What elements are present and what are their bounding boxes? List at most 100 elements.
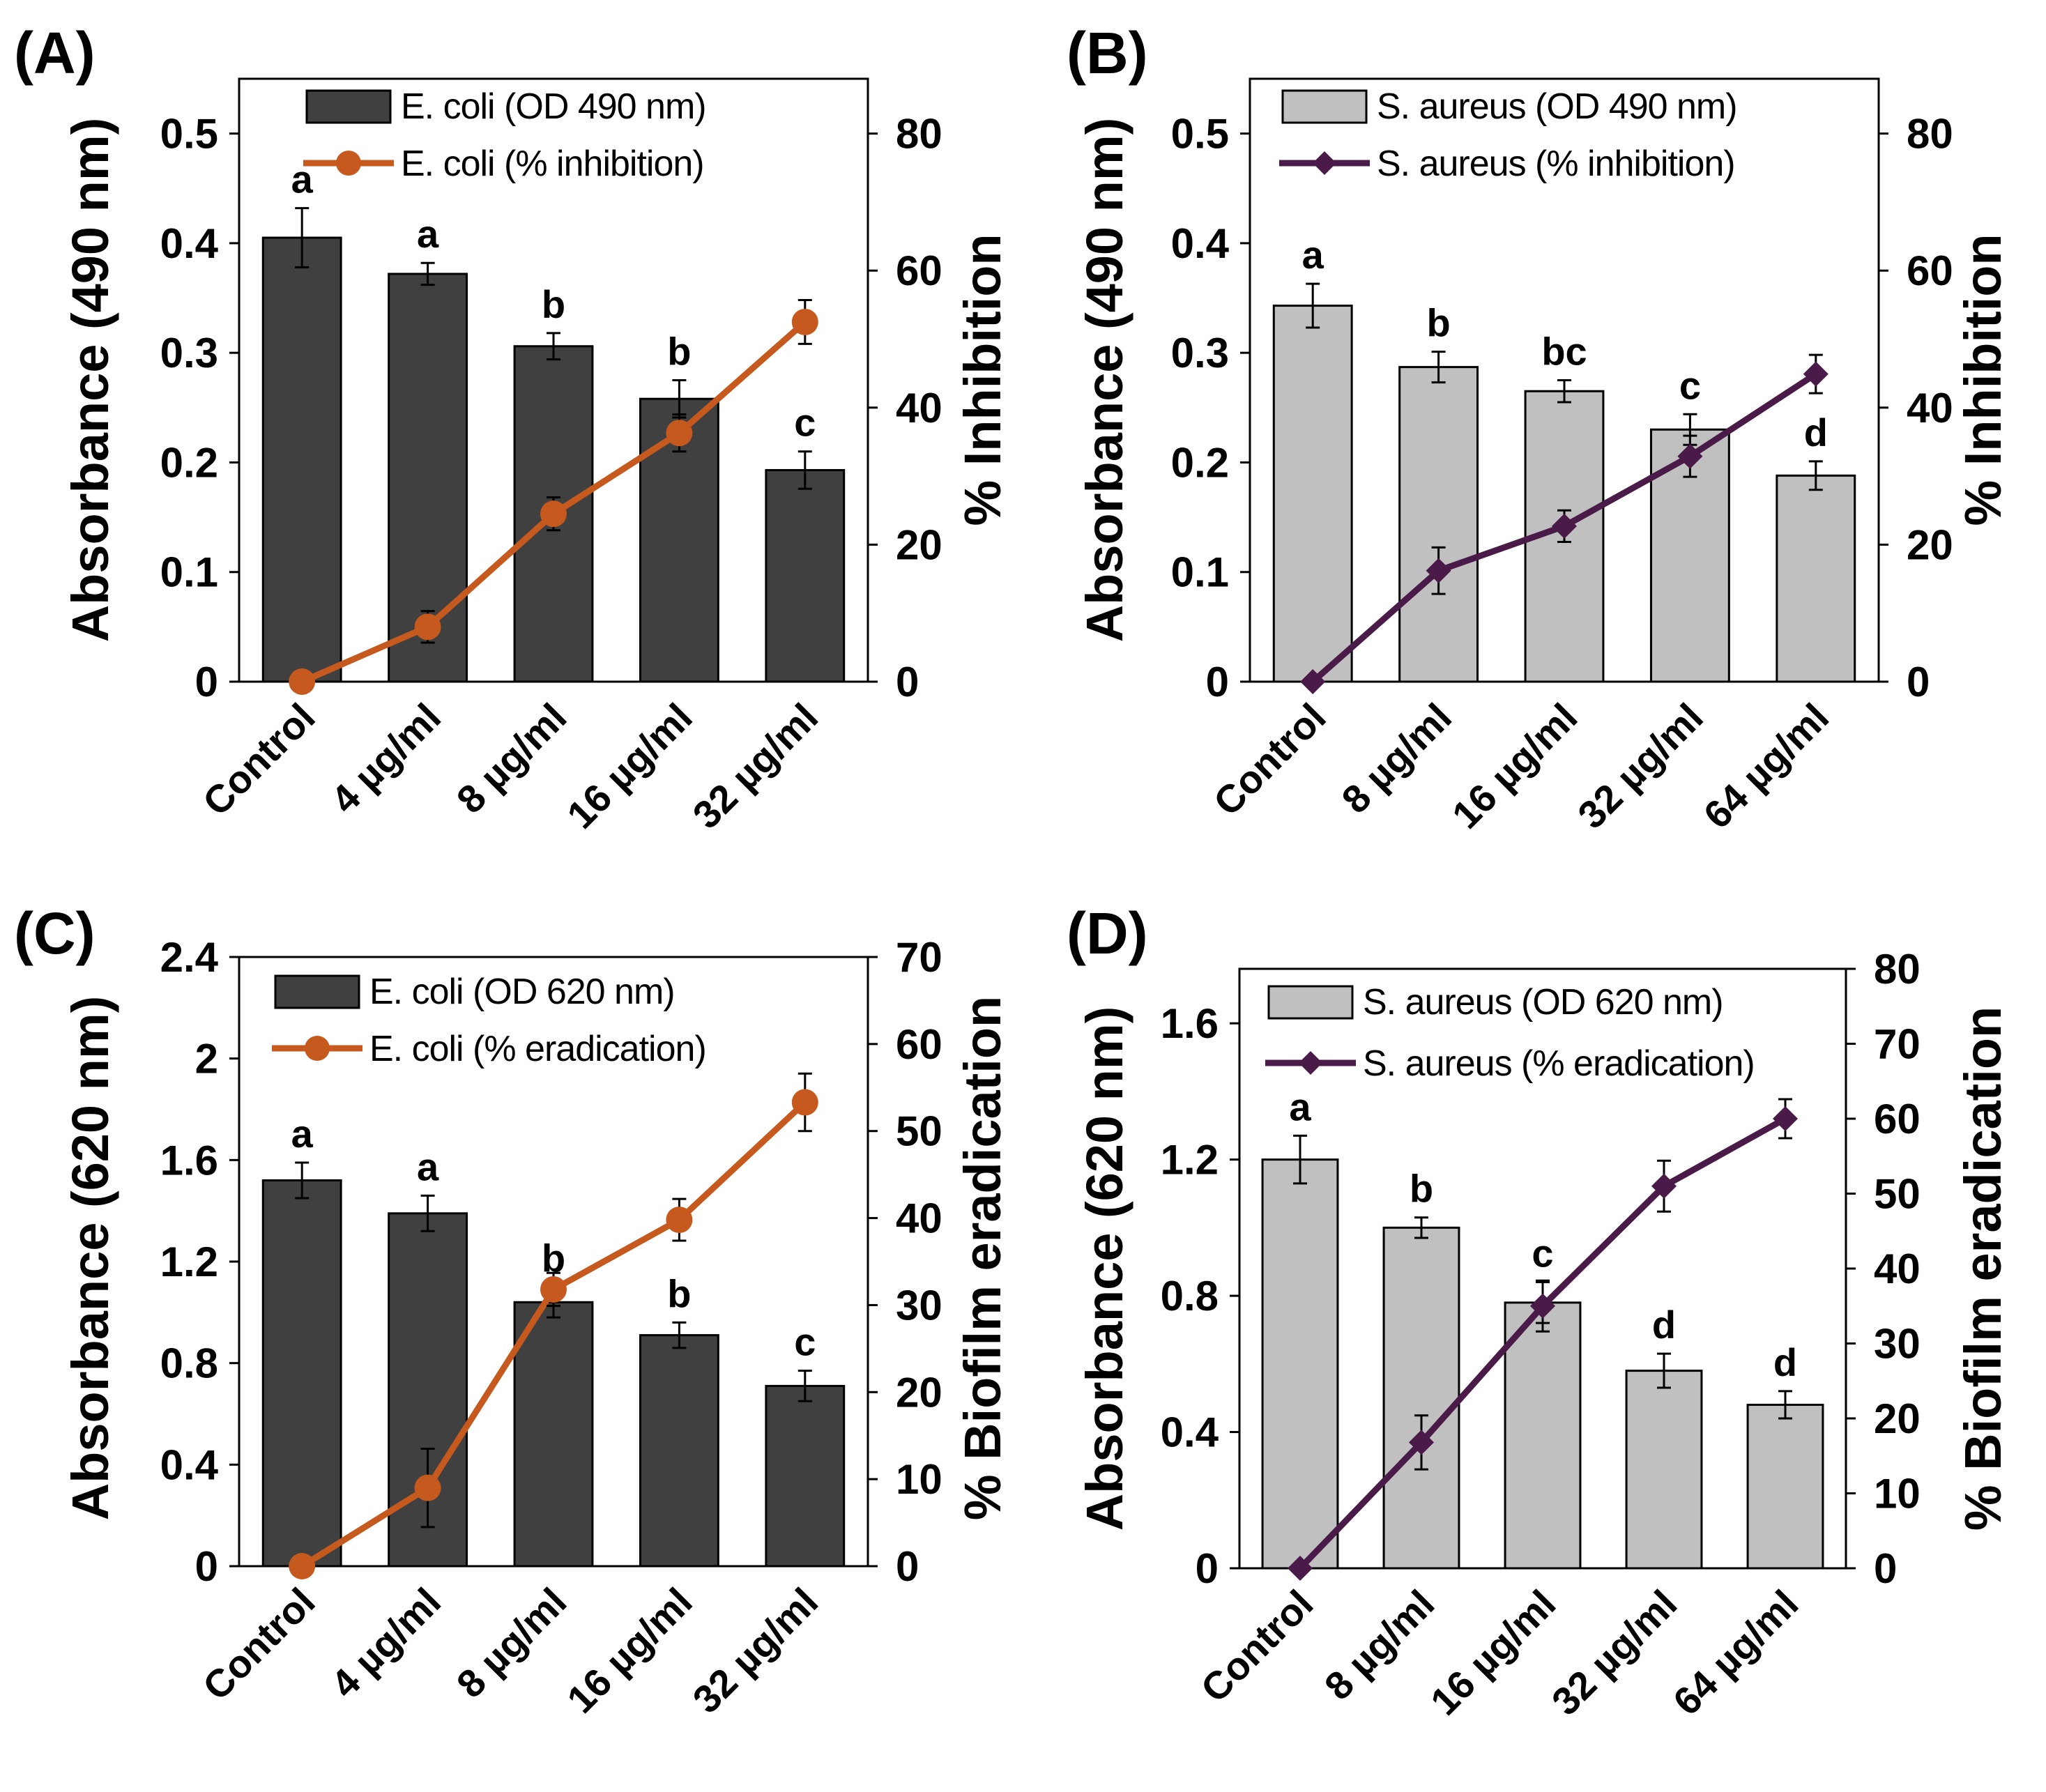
y2-tick-label: 40 — [1907, 385, 1953, 431]
category-label: Control — [1205, 695, 1334, 824]
y2-tick-label: 10 — [896, 1456, 942, 1503]
line-point — [1773, 1106, 1798, 1131]
y-tick-label: 0.2 — [160, 439, 218, 486]
y-tick-label: 0.4 — [1171, 220, 1230, 267]
significance-label: a — [417, 1144, 439, 1188]
y-tick-label: 2 — [195, 1036, 218, 1082]
bar — [1746, 1403, 1824, 1570]
y-tick-label: 0 — [195, 659, 218, 705]
significance-label: b — [667, 330, 691, 374]
y-tick-label: 0.1 — [1171, 549, 1229, 596]
category-label: 4 µg/ml — [322, 695, 449, 822]
y-tick-label: 0.3 — [1171, 330, 1229, 376]
significance-label: c — [794, 401, 816, 445]
significance-label: bc — [1541, 330, 1587, 374]
y2-tick-label: 60 — [896, 1021, 942, 1068]
y-axis-title: Absorbance (620 nm) — [61, 996, 119, 1521]
line-point — [1530, 1293, 1555, 1319]
y-tick-label: 0.8 — [1161, 1273, 1219, 1319]
category-label: Control — [194, 695, 323, 824]
y-axis-title: Absorbance (620 nm) — [1076, 1006, 1133, 1531]
panel-label: (D) — [1067, 901, 1148, 966]
y2-tick-label: 60 — [1874, 1096, 1921, 1142]
significance-label: a — [417, 212, 439, 256]
category-label: 64 µg/ml — [1695, 695, 1837, 837]
bar — [1776, 474, 1856, 683]
significance-label: c — [794, 1320, 816, 1364]
panel-label: (B) — [1067, 20, 1148, 86]
line-point — [791, 308, 818, 335]
line-point — [1409, 1430, 1434, 1455]
line-point — [540, 1276, 567, 1303]
y-tick-label: 0.8 — [160, 1340, 218, 1387]
legend-label: S. aureus (OD 620 nm) — [1363, 982, 1723, 1023]
category-label: Control — [1192, 1582, 1321, 1710]
line-point — [1552, 513, 1577, 539]
line-point — [791, 1089, 818, 1116]
legend-bar-swatch — [1281, 89, 1368, 124]
y-tick-label: 0.5 — [160, 111, 218, 158]
significance-label: a — [1289, 1085, 1311, 1128]
category-label: 16 µg/ml — [558, 1579, 701, 1722]
y2-tick-label: 20 — [1907, 521, 1953, 568]
y-axis-title: Absorbance (490 nm) — [1076, 118, 1133, 643]
y2-tick-label: 70 — [896, 934, 942, 981]
chart-panel-2: (C) 0 0.4 0.8 1.2 1.6 2 2.4 0 10 20 30 40 50 60 70 Absor… — [14, 901, 1011, 1722]
category-label: 8 µg/ml — [448, 1579, 575, 1706]
significance-label: d — [1804, 411, 1828, 454]
chart-panel-0: (A) 0 0.1 0.2 0.3 0.4 0.5 0 20 40 60 80 Absorbance (… — [14, 20, 1011, 837]
legend: E. coli (OD 620 nm) E. coli (% eradicatio… — [272, 972, 707, 1069]
line-point — [414, 613, 441, 641]
y2-tick-label: 40 — [896, 1195, 942, 1242]
y-tick-label: 2.4 — [160, 934, 219, 981]
y-axis-title: Absorbance (490 nm) — [61, 118, 119, 643]
y2-axis-title: % Inhibition — [1954, 233, 2012, 526]
bar — [1382, 1226, 1460, 1570]
category-label: 8 µg/ml — [1316, 1582, 1443, 1708]
y2-tick-label: 50 — [1874, 1171, 1921, 1218]
category-label: 8 µg/ml — [1333, 695, 1460, 822]
y-tick-label: 0 — [1196, 1545, 1219, 1592]
legend-label: S. aureus (OD 490 nm) — [1377, 86, 1737, 127]
category-label: 16 µg/ml — [558, 695, 701, 837]
legend-label: E. coli (% inhibition) — [401, 144, 704, 184]
y2-axis-title: % Biofilm eradication — [954, 996, 1011, 1520]
legend-marker — [305, 1036, 330, 1061]
y-tick-label: 0 — [195, 1543, 218, 1590]
y2-tick-label: 60 — [1907, 247, 1953, 294]
significance-label: b — [1410, 1167, 1433, 1211]
legend: S. aureus (OD 490 nm) S. aureus (% inhibi… — [1279, 86, 1738, 184]
legend-label: E. coli (% eradication) — [369, 1029, 706, 1069]
y2-axis-title: % Biofilm eradication — [1954, 1006, 2012, 1531]
y-tick-label: 0.4 — [160, 1441, 219, 1488]
legend-marker — [336, 151, 361, 176]
chart-panel-3: (D) 0 0.4 0.8 1.2 1.6 0 10 20 30 40 50 60 70 80 Absorba… — [1067, 901, 2012, 1724]
significance-label: c — [1679, 363, 1701, 407]
legend: E. coli (OD 490 nm) E. coli (% inhibition… — [303, 86, 707, 184]
y2-tick-label: 0 — [1874, 1545, 1897, 1592]
significance-label: d — [1652, 1303, 1676, 1347]
bar — [1272, 305, 1353, 683]
legend-bar-swatch — [274, 974, 360, 1009]
y-tick-label: 0.4 — [1161, 1409, 1219, 1456]
y-tick-label: 1.6 — [1161, 1000, 1219, 1047]
legend-label: E. coli (OD 620 nm) — [369, 972, 675, 1012]
significance-label: b — [667, 1271, 691, 1315]
category-label: 32 µg/ml — [1569, 695, 1711, 837]
y-tick-label: 1.6 — [160, 1137, 218, 1184]
bar — [1398, 366, 1479, 683]
y2-tick-label: 50 — [896, 1108, 942, 1155]
category-label: 32 µg/ml — [1543, 1582, 1686, 1724]
legend-label: E. coli (OD 490 nm) — [401, 86, 706, 127]
line-point — [1288, 1556, 1313, 1581]
line-point — [1426, 558, 1451, 583]
line-point — [1651, 1173, 1677, 1199]
significance-label: d — [1773, 1340, 1797, 1384]
bar — [765, 1384, 846, 1568]
y-tick-label: 0.3 — [160, 330, 218, 376]
legend-marker — [1299, 1051, 1322, 1075]
panel-label: (C) — [14, 901, 96, 966]
y-tick-label: 0 — [1206, 659, 1229, 705]
category-label: 16 µg/ml — [1422, 1582, 1564, 1724]
